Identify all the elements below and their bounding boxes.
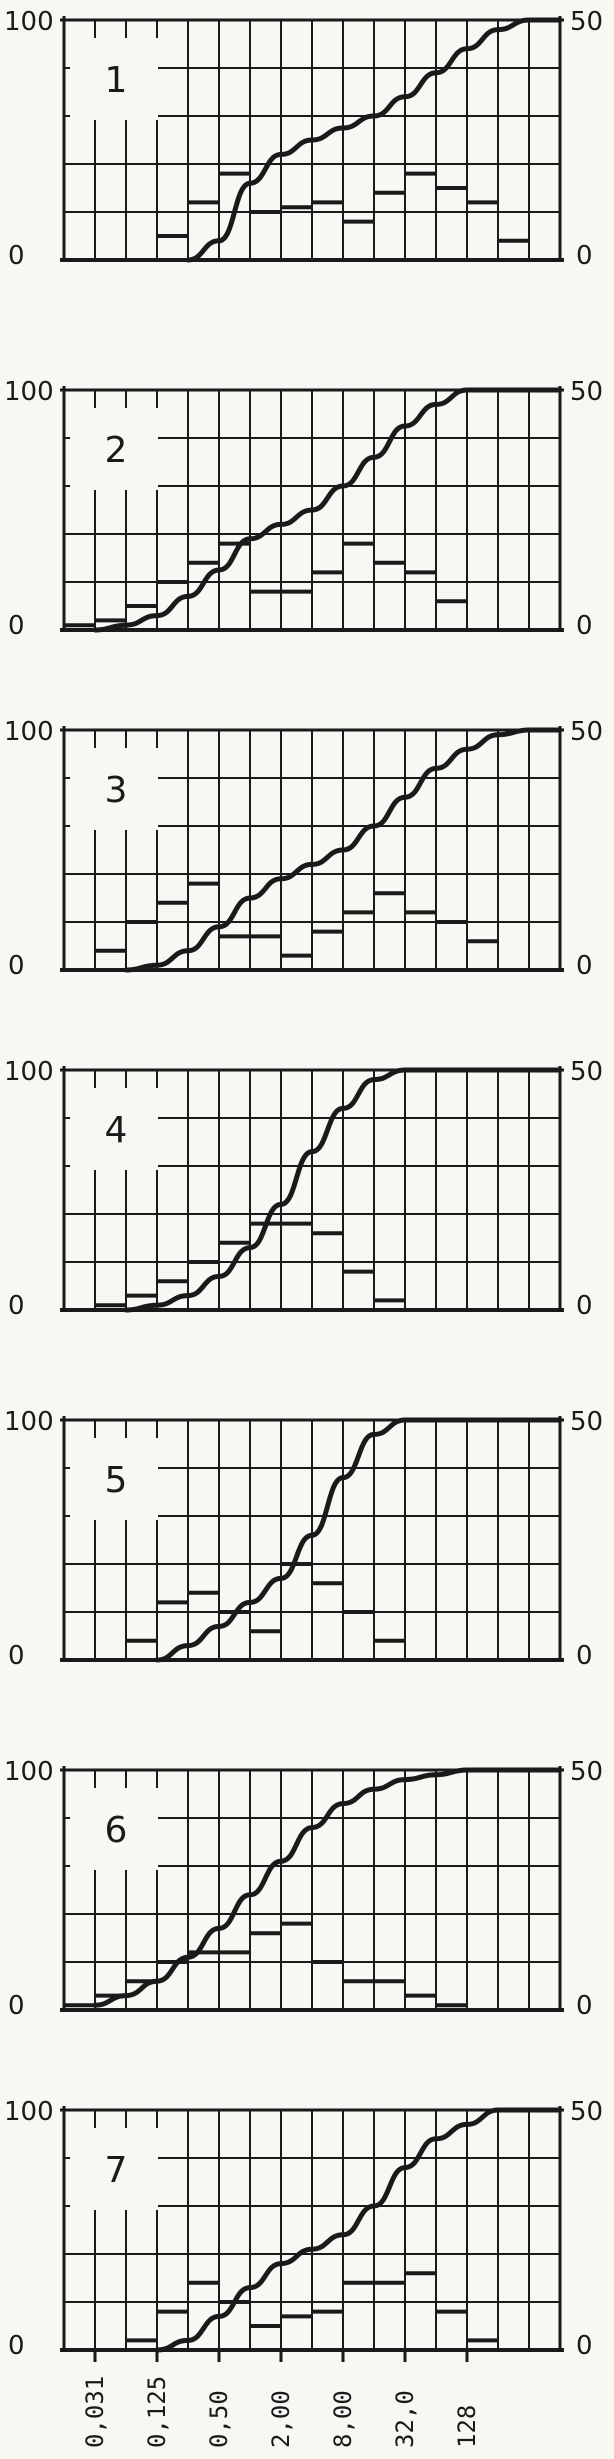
left-axis-tick-zero: 0 [8, 1641, 25, 1671]
cumulative-curve [92, 1767, 563, 2008]
left-axis-tick-zero: 0 [8, 611, 25, 641]
panel-number: 3 [105, 770, 128, 811]
panel-number: 1 [105, 60, 128, 101]
right-axis-tick-max: 50 [570, 1057, 603, 1087]
right-axis-tick-zero: 0 [576, 611, 593, 641]
x-tick-labels: 0,031 0,125 0,50 2,00 8,00 32,0 128 [81, 2350, 481, 2448]
right-axis-tick-max: 50 [570, 717, 603, 747]
panel-label-patch [70, 1088, 158, 1170]
left-axis-tick-max: 100 [4, 717, 54, 747]
x-tick-label: 2,00 [267, 2390, 295, 2448]
panel-number: 2 [105, 430, 128, 471]
cumulative-curve [92, 387, 563, 633]
right-axis-tick-max: 50 [570, 2097, 603, 2127]
panel-7: 100 0 50 0 7 [4, 2097, 603, 2361]
cumulative-curve [185, 17, 563, 263]
left-axis-tick-zero: 0 [8, 1291, 25, 1321]
right-axis-tick-max: 50 [570, 7, 603, 37]
right-axis-tick-zero: 0 [576, 2331, 593, 2361]
panel-label-patch [70, 748, 158, 830]
left-axis-tick-zero: 0 [8, 951, 25, 981]
left-axis-tick-max: 100 [4, 1057, 54, 1087]
panel-6: 100 0 50 0 6 [4, 1757, 603, 2021]
panel-3: 100 0 50 0 3 [4, 717, 603, 981]
panel-number: 6 [105, 1810, 128, 1851]
right-axis-tick-zero: 0 [576, 951, 593, 981]
x-tick-label: 8,00 [329, 2390, 357, 2448]
left-axis-tick-zero: 0 [8, 241, 25, 271]
x-tick-label: 128 [453, 2405, 481, 2448]
cumulative-curve [154, 2107, 563, 2353]
panel-label-patch [70, 1788, 158, 1870]
left-axis-tick-max: 100 [4, 2097, 54, 2127]
right-axis-tick-zero: 0 [576, 1641, 593, 1671]
left-axis-tick-zero: 0 [8, 2331, 25, 2361]
cumulative-curve [154, 1417, 563, 1663]
right-axis-tick-max: 50 [570, 1407, 603, 1437]
x-tick-label: 0,50 [205, 2390, 233, 2448]
left-axis-tick-max: 100 [4, 7, 54, 37]
left-axis-tick-max: 100 [4, 1407, 54, 1437]
x-tick-label: 0,125 [143, 2376, 171, 2448]
x-tick-label: 32,0 [391, 2390, 419, 2448]
right-axis-tick-zero: 0 [576, 1991, 593, 2021]
panel-1: 100 0 50 0 1 [4, 7, 603, 271]
panel-label-patch [70, 2128, 158, 2210]
right-axis-tick-zero: 0 [576, 1291, 593, 1321]
panel-number: 7 [105, 2150, 128, 2191]
left-axis-tick-max: 100 [4, 377, 54, 407]
right-axis-tick-max: 50 [570, 1757, 603, 1787]
cumulative-curve [123, 727, 563, 973]
cumulative-curve [123, 1067, 563, 1313]
panel-label-patch [70, 1438, 158, 1520]
panel-number: 4 [105, 1110, 128, 1151]
x-tick-label: 0,031 [81, 2376, 109, 2448]
panels-layer: 1000500110005002100050031000500410005005… [4, 7, 603, 2361]
panel-2: 100 0 50 0 2 [4, 377, 603, 641]
left-axis-tick-zero: 0 [8, 1991, 25, 2021]
left-axis-tick-max: 100 [4, 1757, 54, 1787]
panel-number: 5 [105, 1460, 128, 1501]
right-axis-tick-max: 50 [570, 377, 603, 407]
panel-4: 100 0 50 0 4 [4, 1057, 603, 1321]
panel-5: 100 0 50 0 5 [4, 1407, 603, 1671]
panel-label-patch [70, 38, 158, 120]
right-axis-tick-zero: 0 [576, 241, 593, 271]
panel-label-patch [70, 408, 158, 490]
